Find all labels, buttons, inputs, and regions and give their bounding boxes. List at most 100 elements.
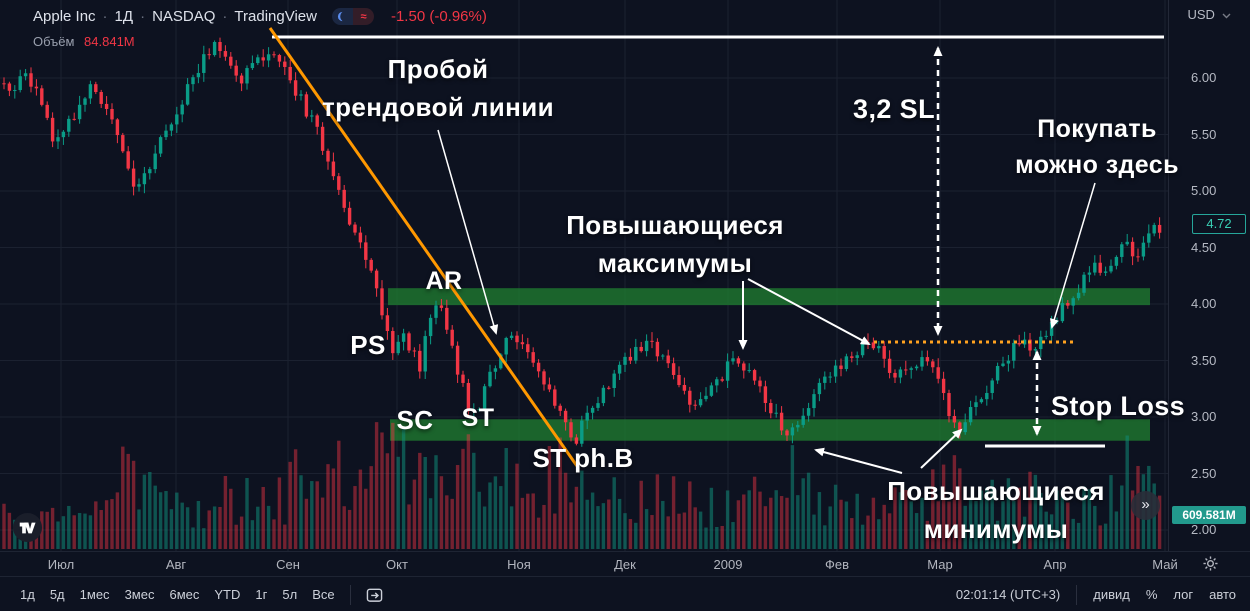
- volume-bar: [385, 453, 390, 549]
- volume-bar: [898, 492, 903, 549]
- volume-bar: [347, 509, 352, 549]
- range-button-6мес[interactable]: 6мес: [169, 587, 200, 602]
- volume-bar: [985, 487, 989, 549]
- volume-legend[interactable]: Объём 84.841M: [33, 34, 135, 49]
- toolbar-divider: [349, 584, 351, 605]
- price-tick-label: 2.00: [1191, 522, 1217, 537]
- candle: [850, 351, 854, 363]
- volume-bar: [218, 506, 222, 549]
- volume-bar: [299, 475, 303, 549]
- price-axis[interactable]: 6.00 5.50 5.00 4.50 4.00 3.50 3.00 2.50 2.00: [1168, 0, 1250, 551]
- candle: [531, 347, 535, 368]
- scale-option-3[interactable]: лог: [1173, 587, 1194, 602]
- price-tick-label: 6.00: [1191, 70, 1217, 85]
- volume-bar: [1071, 518, 1075, 549]
- candle: [709, 382, 714, 397]
- higher-low-pointer-1[interactable]: [814, 447, 903, 474]
- volume-bar: [412, 479, 417, 549]
- volume-bar: [380, 432, 384, 549]
- range-button-YTD[interactable]: YTD: [214, 587, 241, 602]
- range-button-Все[interactable]: Все: [312, 587, 335, 602]
- range-button-1д[interactable]: 1д: [20, 587, 35, 602]
- scale-option-1[interactable]: дивид: [1093, 587, 1130, 602]
- candle: [337, 173, 341, 195]
- grid: [0, 0, 1168, 551]
- range-button-5л[interactable]: 5л: [282, 587, 298, 602]
- downtrend-line[interactable]: [268, 27, 579, 467]
- volume-bar: [315, 481, 319, 549]
- volume-bar: [968, 498, 973, 549]
- range-button-5д[interactable]: 5д: [49, 587, 65, 602]
- candle: [1109, 259, 1113, 274]
- buy-pointer[interactable]: [1049, 182, 1096, 329]
- volume-series: [2, 422, 1162, 549]
- tradingview-logo[interactable]: [12, 512, 43, 548]
- volume-bar: [693, 507, 697, 549]
- currency-dropdown[interactable]: USD: [1168, 7, 1250, 22]
- candle: [439, 298, 444, 312]
- month-label: Апр: [1043, 557, 1067, 572]
- volume-bar: [396, 456, 400, 549]
- volume-bar: [121, 446, 125, 549]
- candle: [520, 334, 525, 350]
- resistance-zone[interactable]: [388, 288, 1150, 306]
- volume-bar: [293, 449, 298, 549]
- symbol-legend[interactable]: Apple Inc · 1Д · NASDAQ · TradingView ≈ …: [33, 8, 487, 25]
- candle: [569, 418, 573, 442]
- volume-bar: [1006, 478, 1011, 549]
- volume-bar: [169, 509, 174, 549]
- scale-option-4[interactable]: авто: [1209, 587, 1236, 602]
- time-axis[interactable]: Июл Авг Сен Окт Ноя Дек 2009 Фев Мар Апр Май: [0, 551, 1250, 577]
- range-button-1г[interactable]: 1г: [255, 587, 268, 602]
- volume-bar: [131, 460, 136, 549]
- candlestick-chart[interactable]: [0, 0, 1168, 551]
- candle: [634, 338, 638, 364]
- candle: [823, 371, 827, 390]
- candle: [169, 122, 174, 137]
- symbol-name[interactable]: Apple Inc: [33, 8, 96, 25]
- volume-bar: [94, 501, 98, 549]
- price-change: -1.50 (-0.96%): [390, 8, 487, 25]
- scale-option-2[interactable]: %: [1145, 587, 1158, 602]
- volume-bar: [1012, 500, 1016, 549]
- higher-low-pointer-2[interactable]: [920, 428, 963, 469]
- candle: [461, 370, 465, 387]
- delayed-data-icon[interactable]: ≈: [352, 8, 374, 25]
- candle: [1125, 233, 1129, 246]
- volume-bar: [1066, 502, 1070, 549]
- candle: [315, 113, 319, 135]
- volume-bar: [995, 520, 1000, 549]
- timeframe[interactable]: 1Д: [114, 8, 134, 25]
- candle: [288, 59, 292, 84]
- month-label: Ноя: [507, 557, 531, 572]
- candle: [1152, 222, 1156, 237]
- range-button-3мес[interactable]: 3мес: [124, 587, 155, 602]
- candle: [871, 337, 876, 351]
- breakout-pointer[interactable]: [437, 129, 499, 335]
- candle: [1136, 248, 1140, 262]
- higher-high-pointer-2[interactable]: [747, 278, 871, 345]
- candle: [1001, 356, 1005, 368]
- range-button-1мес[interactable]: 1мес: [79, 587, 110, 602]
- volume-bar: [391, 422, 395, 549]
- market-closed-icon[interactable]: [331, 8, 353, 25]
- candle: [1103, 266, 1108, 276]
- scroll-to-realtime-button[interactable]: »: [1131, 491, 1160, 520]
- go-to-date-icon[interactable]: [366, 587, 383, 603]
- candle: [7, 81, 12, 97]
- axis-settings-gear-icon[interactable]: [1203, 556, 1218, 576]
- candle: [1120, 242, 1124, 263]
- volume-bar: [326, 464, 330, 549]
- volume-bar: [623, 513, 627, 549]
- volume-bar: [212, 506, 217, 549]
- candle: [904, 360, 908, 376]
- candle: [364, 235, 368, 269]
- session-clock[interactable]: 02:01:14 (UTC+3): [955, 587, 1061, 602]
- volume-bar: [466, 434, 471, 549]
- candle: [218, 37, 222, 58]
- volume-bar: [639, 480, 643, 549]
- candle: [612, 369, 616, 397]
- volume-bar: [509, 506, 514, 549]
- candle: [1082, 271, 1086, 296]
- volume-bar: [353, 486, 357, 549]
